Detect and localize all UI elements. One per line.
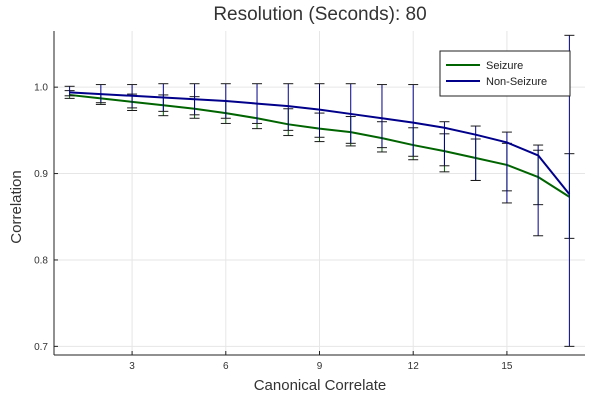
- legend-box: [439, 50, 571, 97]
- x-tick-label: 3: [129, 361, 135, 372]
- y-tick-label: 0.7: [34, 342, 48, 353]
- y-tick-label: 1.0: [34, 83, 48, 94]
- x-tick-label: 9: [317, 361, 323, 372]
- series-line: [69, 91, 571, 195]
- x-tick-label: 6: [223, 361, 229, 372]
- y-tick-label: 0.8: [34, 255, 48, 266]
- x-tick-label: 15: [501, 361, 513, 372]
- legend: Seizure Non-Seizure: [439, 50, 571, 97]
- legend-label: Seizure: [486, 60, 523, 72]
- y-tick-label: 0.9: [34, 169, 48, 180]
- x-tick-label: 12: [408, 361, 420, 372]
- y-axis-label: Correlation: [8, 170, 25, 243]
- chart-title: Resolution (Seconds): 80: [213, 4, 426, 25]
- ticks: 3 6 9 12 15 0.7 0.8 0.9 1.0: [34, 83, 513, 372]
- series-layer: [64, 34, 575, 347]
- x-axis-label: Canonical Correlate: [254, 377, 387, 394]
- series-non-seizure: [64, 34, 575, 347]
- legend-label: Non-Seizure: [486, 76, 547, 88]
